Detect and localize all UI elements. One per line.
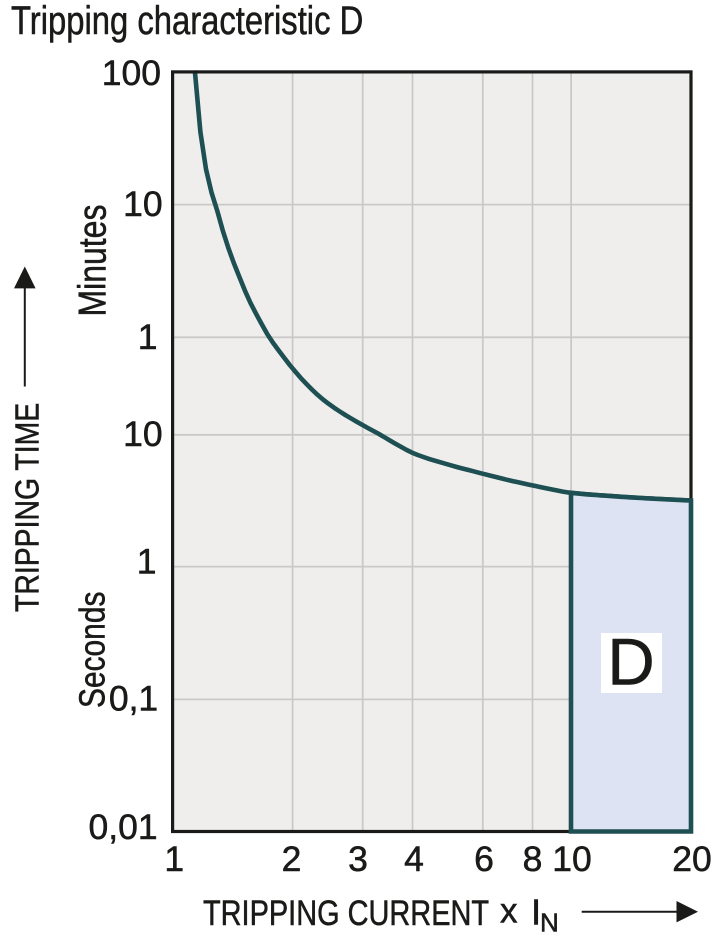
svg-text:Seconds: Seconds [73, 592, 113, 708]
svg-text:100: 100 [102, 53, 161, 93]
svg-text:x: x [500, 892, 518, 931]
svg-text:4: 4 [404, 839, 424, 879]
svg-text:10: 10 [123, 414, 163, 454]
svg-text:6: 6 [474, 839, 494, 879]
svg-text:10: 10 [123, 184, 163, 224]
svg-text:1: 1 [138, 317, 158, 357]
svg-text:I: I [531, 892, 541, 933]
svg-text:Minutes: Minutes [71, 205, 115, 317]
svg-text:8: 8 [523, 839, 543, 879]
svg-text:0,01: 0,01 [89, 807, 158, 847]
svg-text:TRIPPING CURRENT: TRIPPING CURRENT [203, 893, 489, 932]
svg-text:Tripping characteristic D: Tripping characteristic D [11, 0, 363, 43]
svg-text:10: 10 [552, 839, 592, 879]
svg-text:TRIPPING TIME: TRIPPING TIME [8, 403, 46, 612]
svg-text:2: 2 [282, 839, 302, 879]
svg-text:N: N [540, 908, 559, 938]
svg-text:20: 20 [672, 839, 712, 879]
svg-text:1: 1 [164, 839, 184, 879]
svg-text:0,1: 0,1 [109, 679, 158, 719]
svg-text:D: D [607, 626, 654, 699]
svg-text:3: 3 [348, 839, 368, 879]
svg-text:1: 1 [137, 542, 157, 582]
